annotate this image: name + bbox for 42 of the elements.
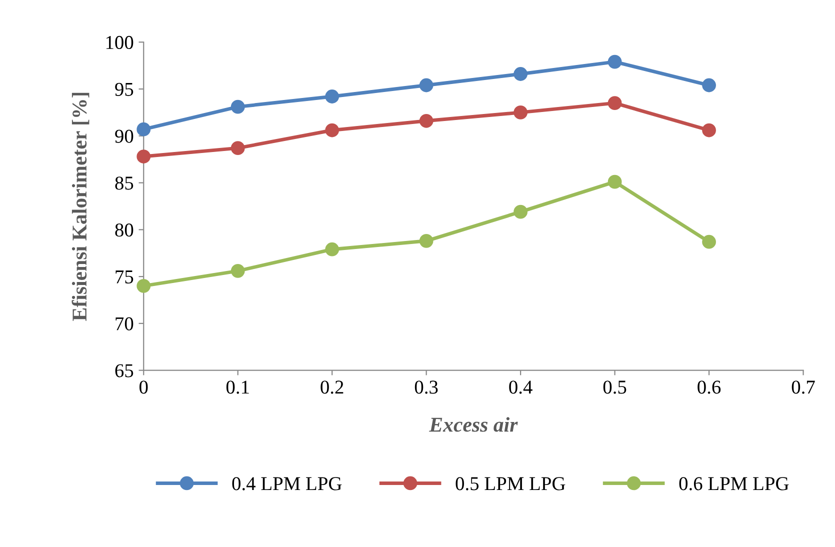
point xyxy=(419,78,434,92)
point xyxy=(514,106,528,120)
x-tick-label: 0.7 xyxy=(792,380,815,394)
x-tick-label: 0.3 xyxy=(414,380,438,394)
point xyxy=(608,54,622,69)
point xyxy=(702,123,716,138)
x-tick-label: 0.6 xyxy=(698,380,721,394)
point xyxy=(325,123,340,138)
point xyxy=(514,204,528,219)
y-tick-label: 95 xyxy=(115,82,134,96)
legend-label: 0.6 LPM LPG xyxy=(679,477,789,490)
x-tick-label: 0.2 xyxy=(320,380,344,394)
point xyxy=(230,141,245,156)
point xyxy=(608,174,622,189)
point xyxy=(608,96,622,110)
point xyxy=(136,150,151,164)
point xyxy=(230,100,245,114)
point xyxy=(514,67,528,81)
legend-label: 0.4 LPM LPG xyxy=(232,477,342,490)
point xyxy=(419,114,434,128)
point xyxy=(136,278,151,293)
x-axis-title: Excess air xyxy=(429,417,518,432)
y-tick-label: 65 xyxy=(115,364,134,378)
x-tick-label: 0.4 xyxy=(509,380,532,394)
point xyxy=(325,242,340,256)
legend-label: 0.5 LPM LPG xyxy=(456,477,566,490)
point xyxy=(230,264,245,278)
point xyxy=(702,234,716,249)
y-tick-label: 80 xyxy=(115,223,134,237)
point xyxy=(136,122,151,136)
point xyxy=(419,234,434,248)
y-tick-label: 85 xyxy=(115,176,134,190)
point xyxy=(325,90,340,104)
x-tick-label: 0.5 xyxy=(603,380,626,394)
y-tick-label: 100 xyxy=(106,36,134,50)
y-tick-label: 75 xyxy=(116,270,134,284)
x-tick-label: 0.1 xyxy=(226,380,249,394)
y-tick-label: 70 xyxy=(116,317,134,330)
y-tick-label: 90 xyxy=(115,130,134,143)
y-axis-title: Efisiensi Kalorimeter [%] xyxy=(72,92,90,321)
x-tick-label: 0 xyxy=(140,380,148,394)
point xyxy=(702,78,716,92)
